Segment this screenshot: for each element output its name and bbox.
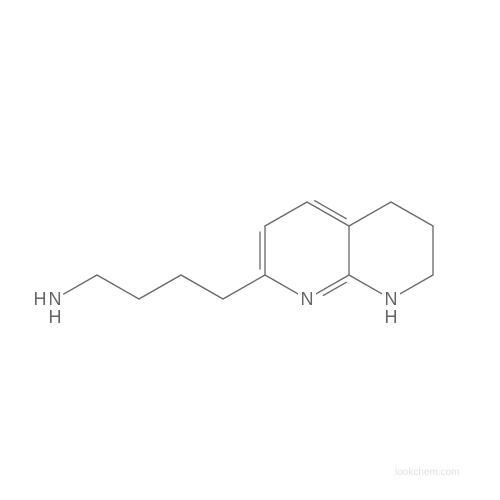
atom-label-N2: N: [301, 290, 314, 308]
atom-label-N3: N: [385, 290, 398, 308]
molecule-svg: [0, 0, 500, 500]
atom-label-N1: N: [49, 290, 62, 308]
watermark: lookchem.com: [395, 467, 459, 478]
atom-h-N1-1: H: [49, 308, 62, 326]
atom-h-N3-0: H: [385, 308, 398, 326]
molecule-canvas: NHHNNH lookchem.com: [0, 0, 500, 500]
atom-h-N1-0: H: [34, 290, 47, 308]
